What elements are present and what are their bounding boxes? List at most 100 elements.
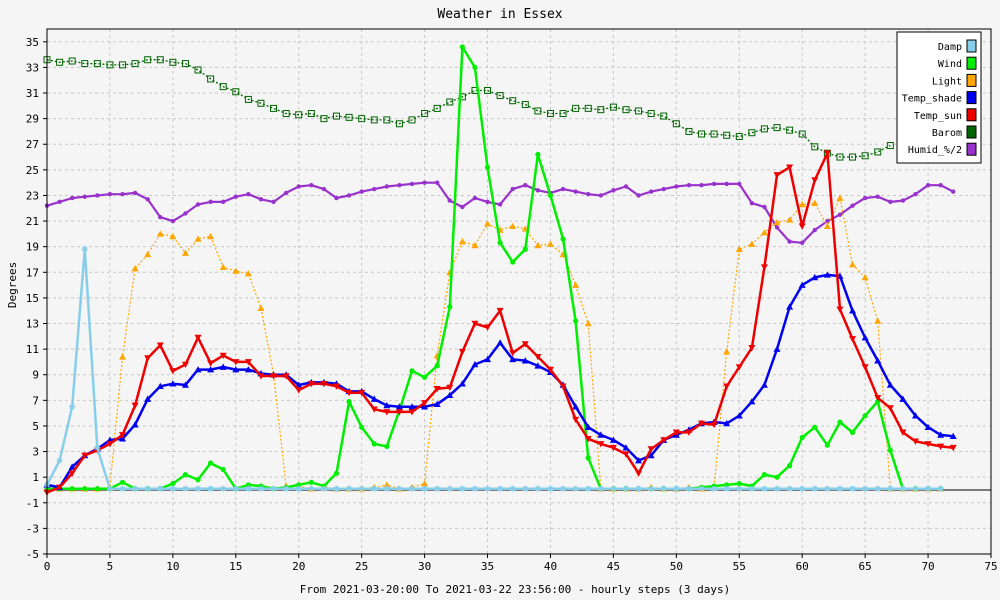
data-point-temp-sun: [484, 324, 492, 331]
data-point-wind: [736, 480, 742, 487]
data-point-damp: [308, 485, 315, 492]
data-point-light: [874, 317, 882, 324]
data-point-damp: [585, 485, 592, 492]
data-point-barom: [358, 115, 366, 123]
data-point-temp-shade: [572, 403, 580, 410]
x-tick-label: 20: [292, 560, 305, 573]
data-point-humid-2: [711, 181, 717, 187]
data-point-barom: [345, 113, 353, 121]
data-point-humid-2: [296, 184, 301, 189]
series-temp-sun: [43, 150, 957, 497]
data-point-damp: [434, 485, 441, 492]
legend-label-temp-shade: Temp_shade: [902, 94, 962, 105]
data-point-light: [471, 241, 479, 249]
series-line-barom: [46, 59, 891, 158]
legend-label-barom: Barom: [932, 128, 962, 139]
data-point-damp: [547, 485, 554, 492]
y-tick-label: 9: [32, 369, 39, 382]
data-point-barom: [395, 120, 403, 128]
series-temp-shade: [43, 271, 957, 491]
data-point-damp: [245, 485, 252, 492]
data-point-humid-2: [283, 190, 289, 196]
data-point-temp-shade: [496, 339, 504, 346]
data-point-temp-sun: [874, 394, 882, 402]
data-point-barom: [635, 107, 643, 115]
data-point-temp-sun: [169, 368, 177, 375]
data-point-humid-2: [246, 191, 251, 197]
data-point-light: [773, 218, 781, 226]
data-point-temp-sun: [446, 384, 454, 392]
y-tick-label: 27: [26, 138, 39, 151]
data-point-humid-2: [951, 189, 956, 194]
data-point-humid-2: [586, 191, 591, 197]
data-point-barom: [93, 60, 101, 68]
data-point-light: [194, 235, 202, 242]
data-point-humid-2: [120, 191, 125, 197]
data-point-humid-2: [359, 189, 364, 194]
data-point-barom: [144, 56, 152, 64]
data-point-damp: [56, 457, 63, 464]
data-point-temp-sun: [433, 386, 441, 393]
data-point-barom: [194, 66, 202, 74]
data-point-light: [421, 480, 429, 487]
data-point-damp: [295, 485, 302, 492]
series-line-light: [47, 197, 941, 490]
data-point-barom: [559, 110, 567, 118]
data-point-barom: [647, 110, 655, 118]
data-point-temp-shade: [899, 395, 907, 402]
data-point-barom: [156, 56, 164, 64]
data-point-temp-sun: [307, 380, 315, 388]
data-point-temp-sun: [370, 406, 378, 413]
data-point-barom: [786, 126, 794, 134]
data-point-barom: [232, 88, 240, 96]
data-point-humid-2: [611, 188, 616, 193]
data-point-damp: [195, 485, 202, 492]
data-point-wind: [812, 424, 818, 430]
data-point-humid-2: [661, 186, 666, 192]
data-point-damp: [560, 485, 567, 492]
data-point-damp: [94, 444, 101, 451]
data-point-temp-shade: [194, 366, 202, 373]
data-point-wind: [447, 304, 453, 310]
y-tick-label: 29: [26, 113, 39, 126]
data-point-temp-sun: [647, 446, 655, 453]
data-point-light: [509, 222, 517, 229]
data-point-barom: [320, 115, 328, 123]
data-point-temp-shade: [484, 355, 492, 363]
data-point-temp-sun: [760, 264, 768, 271]
data-point-wind: [182, 472, 189, 478]
data-point-light: [849, 261, 857, 268]
data-point-damp: [497, 485, 504, 492]
data-point-barom: [849, 153, 857, 161]
data-point-wind: [484, 164, 491, 170]
data-point-wind: [82, 486, 88, 492]
data-point-temp-shade: [760, 381, 768, 388]
data-point-temp-sun: [358, 389, 366, 397]
data-point-humid-2: [573, 189, 578, 194]
data-point-damp: [534, 485, 541, 492]
data-point-wind: [535, 151, 541, 158]
data-point-light: [823, 222, 831, 229]
data-point-light: [786, 216, 794, 223]
data-point-barom: [383, 116, 391, 124]
data-point-temp-shade: [609, 436, 617, 443]
data-point-wind: [887, 447, 893, 453]
data-point-temp-shade: [798, 281, 806, 288]
data-point-humid-2: [397, 183, 402, 188]
data-point-damp: [912, 485, 919, 492]
data-point-barom: [131, 60, 139, 68]
data-point-wind: [195, 477, 201, 483]
data-point-light: [244, 270, 252, 277]
data-point-temp-sun: [861, 364, 869, 371]
data-point-light: [760, 229, 768, 236]
data-point-damp: [937, 485, 944, 492]
data-point-temp-shade: [949, 432, 957, 439]
data-point-humid-2: [183, 211, 188, 216]
data-point-temp-shade: [584, 423, 592, 431]
data-point-damp: [371, 485, 378, 492]
data-point-humid-2: [925, 183, 931, 188]
data-point-wind: [837, 419, 843, 425]
data-point-damp: [409, 485, 416, 492]
data-point-light: [811, 199, 819, 206]
data-point-temp-sun: [81, 452, 89, 459]
